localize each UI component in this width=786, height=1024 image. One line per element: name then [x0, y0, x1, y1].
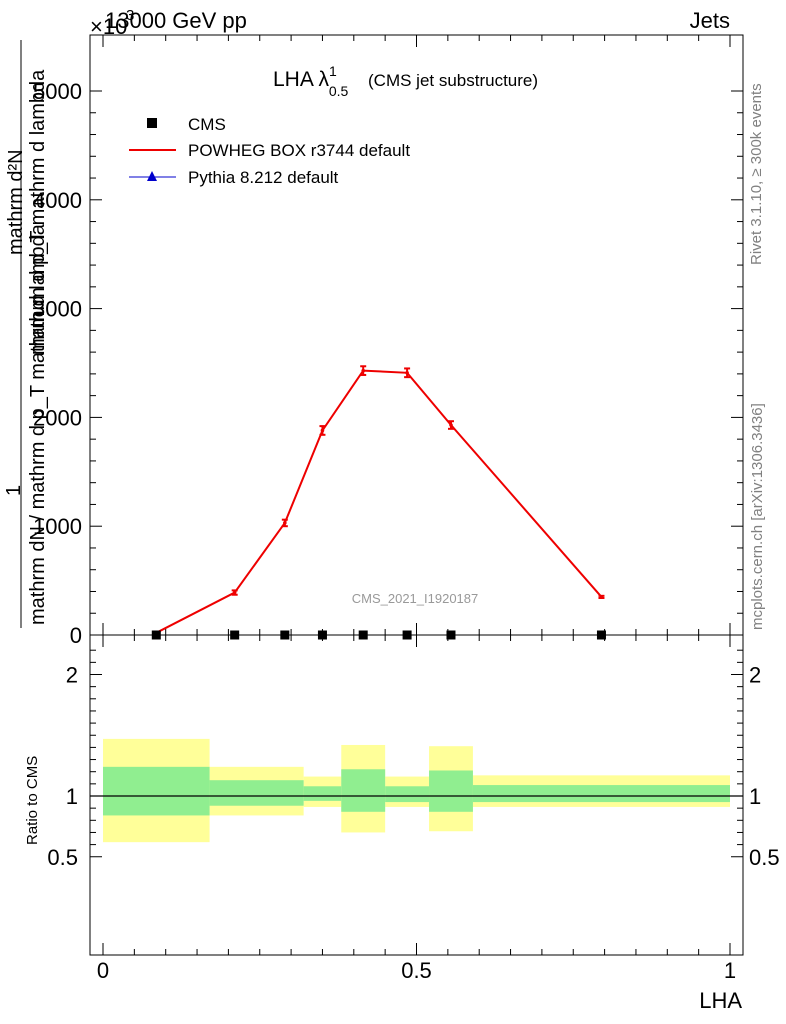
- ratio-bands: [103, 738, 730, 843]
- ratio-inner-band: [209, 780, 304, 806]
- powheg-point: [599, 595, 604, 599]
- y-label-one: 1: [3, 485, 25, 496]
- ratio-y-tick-label-left: 2: [66, 663, 78, 688]
- ratio-y-tick-label-right: 2: [749, 663, 761, 688]
- ratio-inner-band: [385, 786, 430, 803]
- main-y-tick-label: 0: [70, 623, 82, 648]
- y-label-denominator: mathrm dN / mathrm d p_T mathrm d lambda: [27, 223, 49, 625]
- legend-pythia-marker: [147, 171, 157, 181]
- ratio-x-ticks: 0 0.5 1: [97, 635, 736, 983]
- powheg-point: [405, 370, 409, 375]
- powheg-series-line: [155, 369, 603, 634]
- ratio-y-tick-label-right: 0.5: [749, 845, 780, 870]
- scale-exponent: 3: [126, 7, 134, 24]
- chart-title-suffix: (CMS jet substructure): [368, 71, 538, 90]
- legend-cms-label: CMS: [188, 115, 226, 134]
- ratio-inner-band: [103, 766, 210, 816]
- y-label-denominator-inner: mathrm d p_T mathrm d lambda: [27, 69, 49, 355]
- ratio-y-tick-label-left: 1: [66, 784, 78, 809]
- x-tick-label: 0.5: [401, 958, 432, 983]
- y-label-numerator: mathrm d²N: [5, 149, 27, 255]
- ratio-panel: 0.5 0.51 12 2 0 0.5 1 Ratio to CMS LHA: [24, 634, 780, 1013]
- chart-title: LHA λ1 0.5: [273, 63, 349, 99]
- ratio-y-tick-label-left: 0.5: [47, 845, 78, 870]
- x-tick-label: 1: [724, 958, 736, 983]
- powheg-point: [232, 590, 237, 595]
- powheg-point: [449, 423, 453, 427]
- legend-pythia-label: Pythia 8.212 default: [188, 168, 339, 187]
- legend-cms-marker: [147, 118, 157, 128]
- ratio-y-ticks: 0.5 0.5 1 1 2 2: [47, 649, 780, 870]
- watermark: CMS_2021_I1920187: [352, 591, 479, 606]
- main-y-ticks: 0 1000 2000 3000 4000 5000: [33, 79, 743, 648]
- mcplots-label: mcplots.cern.ch [arXiv:1306.3436]: [749, 403, 766, 630]
- energy-label: 13000 GeV pp: [105, 8, 247, 33]
- main-y-tick-label: 1000: [33, 514, 82, 539]
- chart-title-sub: 0.5: [329, 83, 349, 99]
- powheg-point: [283, 521, 287, 525]
- legend: CMS POWHEG BOX r3744 default Pythia 8.21…: [129, 115, 410, 187]
- ratio-inner-band: [341, 769, 386, 812]
- chart-title-main: LHA λ: [273, 68, 330, 91]
- ratio-inner-band: [472, 785, 730, 803]
- main-y-label: 1 mathrm dN / mathrm d p_T mathrm d lamb…: [3, 40, 49, 628]
- legend-powheg-label: POWHEG BOX r3744 default: [188, 141, 410, 160]
- ratio-inner-band: [429, 770, 473, 812]
- x-tick-label: 0: [97, 958, 109, 983]
- main-y-tick-label: 5000: [33, 79, 82, 104]
- rivet-label: Rivet 3.1.10, ≥ 300k events: [748, 83, 765, 265]
- main-x-ticks: [102, 35, 731, 635]
- ratio-y-tick-label-right: 1: [749, 784, 761, 809]
- main-y-tick-label: 2000: [33, 405, 82, 430]
- process-label: Jets: [690, 8, 730, 33]
- chart-title-sup: 1: [329, 63, 337, 79]
- ratio-inner-band: [303, 786, 342, 801]
- ratio-y-label: Ratio to CMS: [24, 756, 41, 845]
- powheg-point: [361, 368, 366, 373]
- powheg-point: [320, 428, 325, 433]
- main-y-tick-label: 4000: [33, 188, 82, 213]
- main-y-tick-label: 3000: [33, 297, 82, 322]
- x-axis-label: LHA: [699, 988, 742, 1013]
